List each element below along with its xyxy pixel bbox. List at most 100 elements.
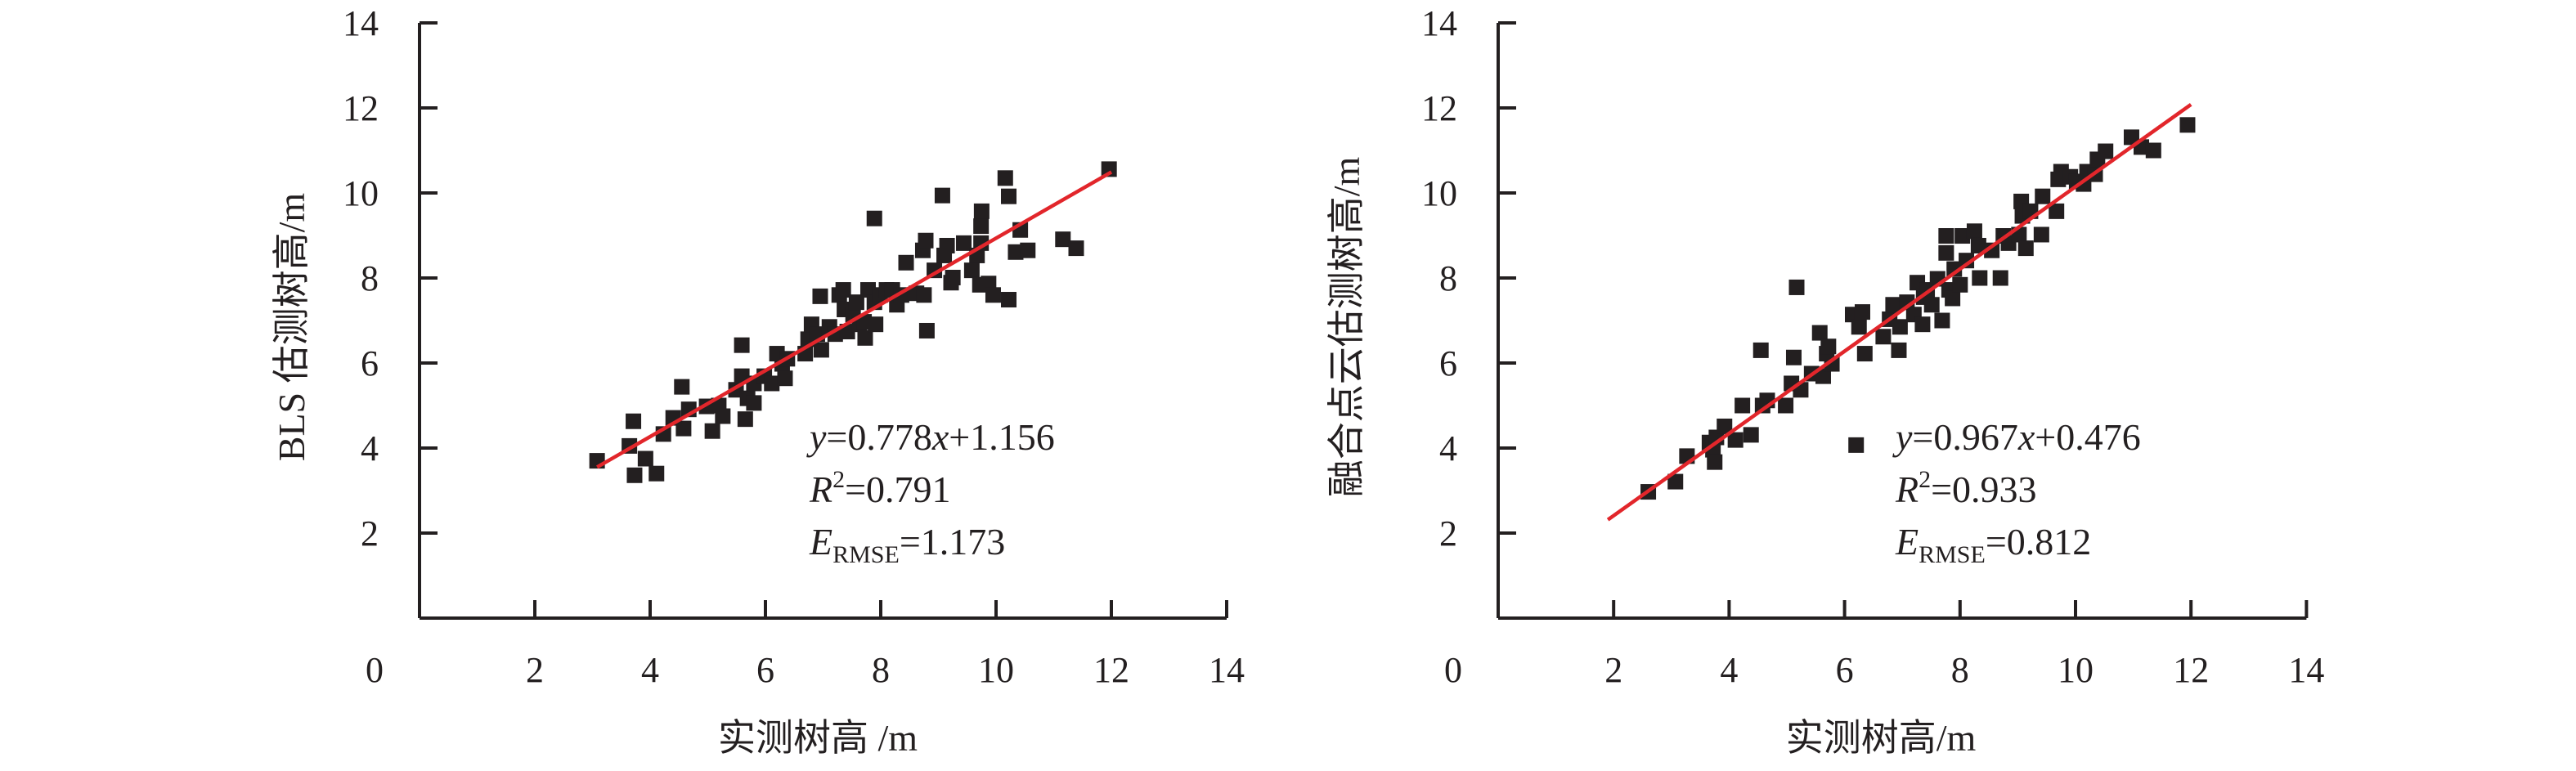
rmse-value: =1.173 [900, 521, 1005, 563]
data-point [1854, 304, 1870, 321]
data-point [1848, 437, 1865, 453]
rmse-subscript: RMSE [1919, 541, 1986, 568]
data-point [1959, 253, 1975, 269]
data-point [2035, 188, 2051, 204]
y-tick-label: 12 [343, 88, 379, 128]
data-point [898, 254, 914, 271]
x-axis-title: 实测树高/m [1786, 717, 1977, 759]
data-point [2049, 203, 2065, 219]
r2-superscript: 2 [1919, 466, 1931, 493]
data-point [1824, 356, 1840, 372]
data-point [997, 170, 1013, 186]
r2-value: =0.791 [845, 468, 950, 510]
x-tick-label: 2 [1604, 650, 1622, 690]
data-point [1717, 418, 1733, 434]
data-point [1811, 325, 1828, 341]
equation-label: y=0.778x+1.156 [806, 416, 1055, 458]
x-tick-label: 14 [2288, 650, 2324, 690]
data-point [1952, 276, 1968, 293]
x-tick-label: 6 [1836, 650, 1854, 690]
x-tick-label: 14 [1209, 650, 1245, 690]
x-tick-label: 6 [756, 650, 774, 690]
data-point [813, 342, 829, 358]
data-point [626, 413, 642, 429]
data-point [1885, 297, 1901, 313]
data-point [1970, 237, 1986, 253]
rmse-label: ERMSE=0.812 [1895, 521, 2091, 568]
data-point [945, 269, 961, 285]
r2-symbol: R [809, 468, 832, 510]
data-point [1001, 292, 1017, 308]
data-point [857, 329, 873, 346]
data-point [1934, 312, 1950, 329]
data-point [704, 423, 720, 439]
x-tick-label: 0 [366, 650, 384, 690]
data-point [1785, 349, 1802, 365]
data-point [737, 411, 753, 428]
data-point [2017, 240, 2034, 257]
data-point [715, 408, 731, 424]
x-tick-label: 12 [2173, 650, 2209, 690]
data-point [1856, 346, 1873, 362]
regression-line [1606, 103, 2192, 522]
data-point [1891, 342, 1907, 358]
eq-coef: =0.778 [826, 416, 931, 458]
data-point [1788, 279, 1805, 295]
x-tick-label: 2 [526, 650, 544, 690]
rmse-subscript: RMSE [832, 541, 900, 568]
data-point [1055, 231, 1071, 248]
data-point [1946, 261, 1963, 277]
data-point [1752, 342, 1769, 358]
data-point [1815, 368, 1831, 384]
eq-intercept: +0.476 [2035, 416, 2140, 458]
y-tick-label: 4 [361, 428, 379, 468]
data-point [1892, 319, 1908, 335]
data-point [1743, 427, 1759, 443]
data-point [2179, 117, 2196, 133]
data-point [1001, 188, 1017, 204]
data-point [2033, 226, 2049, 243]
r2-superscript: 2 [832, 466, 845, 493]
data-point [1938, 228, 1954, 244]
eq-y: y [806, 416, 827, 458]
data-point [918, 322, 935, 338]
data-point [777, 370, 793, 387]
data-point [1984, 242, 2000, 258]
data-point [1707, 454, 1723, 470]
y-axis-title: 融合点云估测树高/m [1326, 157, 1367, 498]
data-point [626, 467, 643, 483]
data-point [1820, 338, 1837, 355]
r-squared-label: R2=0.791 [809, 466, 951, 510]
x-tick-label: 8 [872, 650, 890, 690]
data-point [973, 218, 990, 235]
regression-line [596, 170, 1113, 469]
x-tick-label: 4 [1720, 650, 1738, 690]
data-point [918, 232, 934, 249]
data-point [1008, 244, 1024, 260]
data-point [746, 395, 762, 411]
y-tick-label: 2 [1439, 513, 1457, 554]
data-point [648, 465, 665, 482]
y-tick-label: 2 [361, 513, 379, 554]
data-point [956, 235, 972, 251]
data-point [835, 282, 851, 298]
data-point [963, 262, 980, 279]
y-tick-label: 12 [1421, 88, 1457, 128]
data-point [674, 379, 690, 395]
data-point [1972, 270, 1988, 286]
x-tick-label: 10 [2058, 650, 2094, 690]
data-point [1778, 397, 1794, 414]
y-tick-label: 14 [343, 3, 379, 43]
y-tick-label: 6 [361, 343, 379, 383]
data-point [1875, 329, 1892, 345]
data-point [1966, 223, 1982, 240]
data-point [637, 450, 653, 467]
data-point [868, 316, 884, 333]
r2-value: =0.933 [1931, 468, 2036, 510]
data-point [675, 420, 692, 437]
data-point [1068, 240, 1084, 257]
rmse-label: ERMSE=1.173 [809, 521, 1005, 568]
data-point [1992, 270, 2008, 286]
